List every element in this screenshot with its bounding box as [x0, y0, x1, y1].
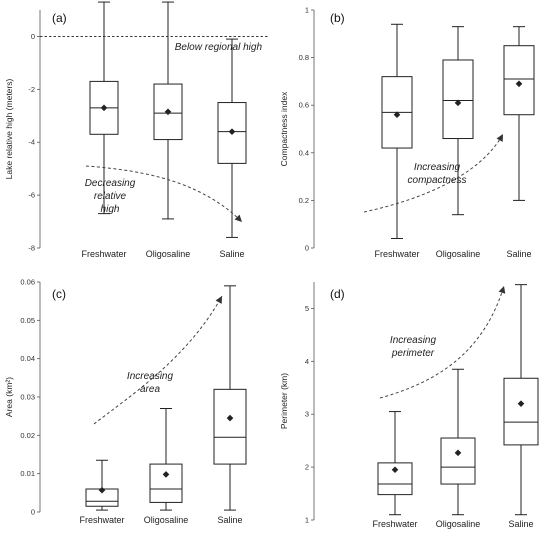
box-freshwater	[381, 23, 413, 239]
trend-arrowhead	[215, 296, 222, 304]
y-axis-title: Perimeter (km)	[279, 373, 289, 429]
category-label: Freshwater	[81, 249, 126, 259]
category-label: Saline	[217, 515, 242, 525]
y-axis-title: Lake relative high (meters)	[4, 79, 14, 180]
box-freshwater	[85, 459, 119, 511]
y-tick-label: 0	[31, 508, 35, 517]
category-label: Saline	[506, 249, 531, 259]
y-tick-label: -8	[28, 244, 35, 253]
iqr-box	[503, 45, 535, 116]
mean-marker	[162, 471, 170, 478]
panel-2: 0 0.2 0.4 0.6 0.8 1 Compactness index (b) Freshw…	[279, 6, 535, 259]
trend-arrowhead	[234, 214, 242, 222]
y-tick-label: -2	[28, 85, 35, 94]
box-freshwater	[377, 411, 413, 516]
y-axis-title: Compactness index	[279, 91, 289, 166]
mean-marker	[100, 104, 108, 112]
box-oligosaline	[440, 368, 476, 516]
trend-arrow	[85, 165, 243, 223]
trend-annotation: Decreasing	[85, 178, 136, 189]
y-tick-label: 0.6	[299, 101, 309, 110]
y-tick-label: 3	[305, 410, 309, 419]
trend-annotation: Increasing	[127, 371, 174, 382]
panel-label: (b)	[330, 11, 345, 25]
y-tick-label: 0	[31, 32, 35, 41]
mean-marker	[228, 128, 236, 135]
mean-marker	[164, 108, 172, 116]
y-tick-label: 0.03	[20, 393, 35, 402]
box-oligosaline	[153, 1, 183, 220]
y-tick-label: 2	[305, 463, 309, 472]
trend-annotation: area	[140, 384, 160, 395]
box-freshwater	[89, 1, 119, 215]
trend-arrowhead	[496, 134, 503, 142]
trend-annotation: high	[101, 204, 120, 215]
y-tick-label: 0.06	[20, 278, 35, 287]
mean-marker	[226, 414, 234, 422]
box-oligosaline	[149, 408, 183, 511]
iqr-box	[440, 437, 476, 485]
panel-label: (d)	[330, 287, 345, 301]
category-label: Oligosaline	[436, 249, 481, 259]
box-saline	[217, 38, 247, 238]
category-label: Oligosaline	[146, 249, 191, 259]
y-tick-label: 4	[305, 357, 309, 366]
trend-annotation: Increasing	[390, 335, 437, 346]
category-label: Freshwater	[79, 515, 124, 525]
box-saline	[503, 284, 539, 516]
iqr-box	[213, 388, 247, 465]
iqr-box	[149, 463, 183, 503]
trend-arrow	[379, 285, 505, 399]
trend-annotation: relative	[94, 191, 127, 202]
panel-label: (a)	[52, 11, 67, 25]
category-label: Saline	[508, 519, 533, 529]
reference-line-label: Below regional high	[175, 42, 263, 53]
y-tick-label: 0.05	[20, 316, 35, 325]
y-tick-label: 5	[305, 304, 309, 313]
category-label: Freshwater	[372, 519, 417, 529]
mean-marker	[454, 99, 462, 107]
trend-arrow	[93, 295, 223, 425]
trend-annotation: perimeter	[391, 348, 435, 359]
category-label: Freshwater	[374, 249, 419, 259]
category-label: Saline	[219, 249, 244, 259]
y-tick-label: 0.04	[20, 354, 35, 363]
iqr-box	[503, 377, 539, 446]
panel-3: 0 0.01 0.02 0.03 0.04 0.05 0.06 Area (km²) (c) Fr…	[4, 278, 247, 525]
panel-1: 0 -2 -4 -6 -8 Lake relative high (meters) (a) B…	[4, 1, 268, 259]
y-tick-label: 0.8	[299, 53, 309, 62]
mean-marker	[454, 449, 462, 457]
y-tick-label: 0	[305, 244, 309, 253]
y-axis-title: Area (km²)	[4, 377, 14, 417]
y-tick-label: 0.4	[299, 148, 309, 157]
y-tick-label: 0.02	[20, 431, 35, 440]
mean-marker	[393, 111, 401, 119]
mean-marker	[515, 80, 523, 88]
iqr-box	[442, 59, 474, 140]
box-saline	[503, 26, 535, 201]
panel-label: (c)	[52, 287, 66, 301]
y-tick-label: -6	[28, 191, 35, 200]
panel-4: 1 2 3 4 5 Perimeter (km) (d) Freshwater Oligosal…	[279, 282, 539, 529]
mean-marker	[391, 466, 399, 474]
y-tick-label: 0.2	[299, 196, 309, 205]
trend-arrowhead	[498, 286, 506, 294]
y-tick-label: 0.01	[20, 469, 35, 478]
mean-marker	[517, 400, 525, 407]
box-saline	[213, 285, 247, 511]
box-oligosaline	[442, 26, 474, 216]
trend-annotation: compactness	[408, 175, 467, 186]
y-tick-label: 1	[305, 6, 309, 15]
category-label: Oligosaline	[436, 519, 481, 529]
category-label: Oligosaline	[144, 515, 189, 525]
y-tick-label: 1	[305, 516, 309, 525]
trend-annotation: Increasing	[414, 162, 461, 173]
y-tick-label: -4	[28, 138, 35, 147]
mean-marker	[98, 486, 106, 494]
